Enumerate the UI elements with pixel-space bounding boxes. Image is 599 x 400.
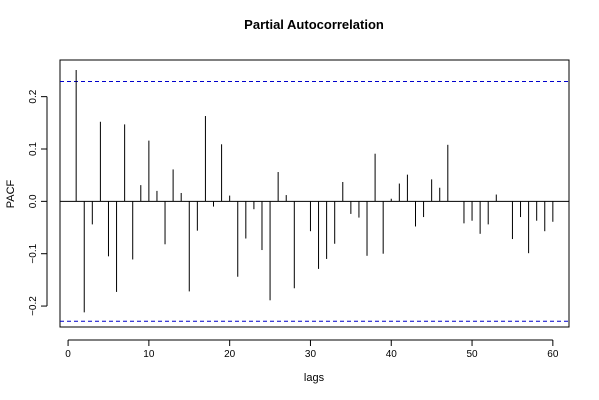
x-tick-label: 30 (305, 349, 317, 360)
x-axis-label: lags (304, 372, 325, 384)
y-tick-label: −0.1 (28, 243, 39, 263)
y-tick-label: 0.2 (28, 89, 39, 103)
y-axis: −0.2 −0.1 0.0 0.1 0.2 (28, 89, 48, 316)
chart-title: Partial Autocorrelation (244, 17, 384, 32)
y-tick-label: 0.1 (28, 142, 39, 156)
y-axis-label: PACF (5, 179, 17, 208)
x-tick-label: 20 (224, 349, 236, 360)
x-axis: 0 10 20 30 40 50 60 (65, 339, 559, 360)
y-tick-label: 0.0 (28, 194, 39, 208)
x-tick-label: 60 (547, 349, 559, 360)
x-tick-label: 0 (65, 349, 71, 360)
y-tick-label: −0.2 (28, 296, 39, 316)
x-tick-label: 50 (466, 349, 478, 360)
pacf-bars (75, 69, 554, 313)
x-tick-label: 10 (143, 349, 155, 360)
plot-frame (59, 59, 570, 328)
x-tick-label: 40 (386, 349, 398, 360)
